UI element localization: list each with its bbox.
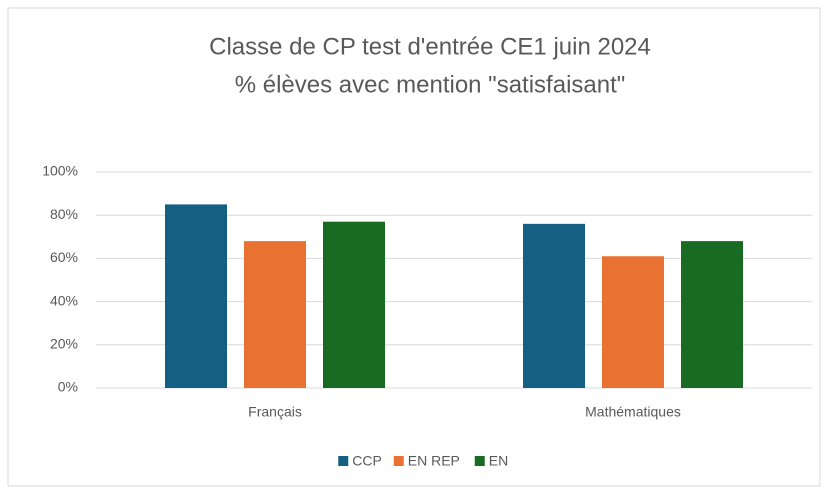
legend-label: CCP xyxy=(352,453,382,469)
y-tick-label: 60% xyxy=(50,249,78,265)
x-tick-label: Français xyxy=(248,404,302,420)
legend-swatch xyxy=(338,456,349,466)
y-tick-label: 100% xyxy=(42,163,78,179)
legend-swatch xyxy=(393,456,404,466)
bar xyxy=(602,256,664,388)
y-tick-label: 0% xyxy=(58,379,78,395)
bar xyxy=(165,204,227,388)
chart-title: Classe de CP test d'entrée CE1 juin 2024 xyxy=(209,33,651,60)
y-tick-label: 80% xyxy=(50,206,78,222)
chart-subtitle: % élèves avec mention "satisfaisant" xyxy=(235,71,626,98)
legend-label: EN xyxy=(489,453,508,469)
x-tick-label: Mathématiques xyxy=(585,404,681,420)
y-tick-label: 20% xyxy=(50,336,78,352)
bar xyxy=(523,223,585,388)
bar xyxy=(244,241,306,388)
bar xyxy=(323,221,385,388)
legend-swatch xyxy=(474,456,485,466)
bar xyxy=(681,241,743,388)
legend-label: EN REP xyxy=(408,453,460,469)
y-tick-label: 40% xyxy=(50,292,78,308)
